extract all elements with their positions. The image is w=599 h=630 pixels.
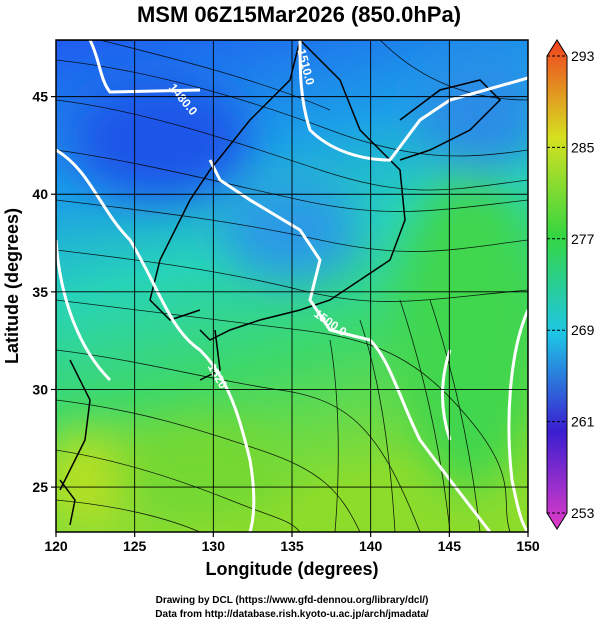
y-axis-label: Latitude (degrees)	[2, 208, 22, 364]
colorbar-tick-label: 285	[571, 139, 595, 155]
x-tick-label: 130	[202, 538, 226, 554]
colorbar	[546, 39, 568, 530]
map-field	[56, 40, 528, 532]
x-tick-label: 145	[438, 538, 462, 554]
colorbar-tick-label: 277	[571, 231, 595, 247]
x-axis-label: Longitude (degrees)	[205, 559, 378, 579]
y-tick-label: 30	[32, 381, 48, 397]
colorbar-tick-label: 293	[571, 48, 595, 64]
colorbar-tick-label: 261	[571, 414, 595, 430]
title: MSM 06Z15Mar2026 (850.0hPa)	[137, 2, 461, 27]
x-tick-label: 135	[280, 538, 304, 554]
colorbar-tick-label: 269	[571, 322, 595, 338]
y-tick-label: 45	[32, 89, 48, 105]
x-tick-label: 150	[516, 538, 540, 554]
colorbar-tick-label: 253	[571, 505, 595, 521]
credit: Data from http://database.rish.kyoto-u.a…	[155, 609, 429, 620]
x-tick-label: 140	[359, 538, 383, 554]
y-tick-label: 35	[32, 284, 48, 300]
y-tick-label: 40	[32, 186, 48, 202]
credit: Drawing by DCL (https://www.gfd-dennou.o…	[156, 595, 429, 606]
plot-frame	[55, 39, 529, 533]
x-tick-label: 125	[123, 538, 147, 554]
y-tick-label: 25	[32, 479, 48, 495]
x-tick-label: 120	[44, 538, 68, 554]
